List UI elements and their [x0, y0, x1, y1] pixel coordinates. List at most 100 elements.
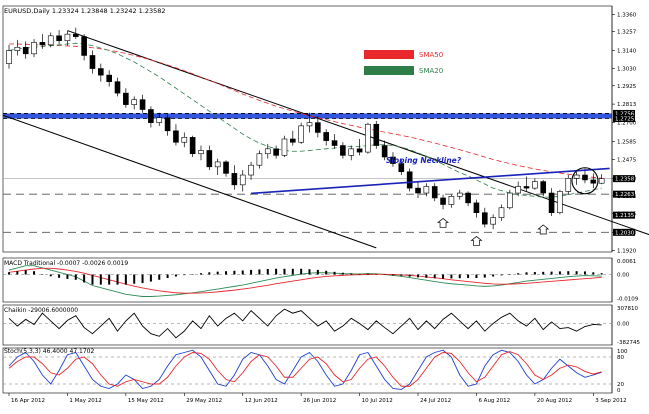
price-highlight-label-4: 1.2135 [615, 213, 635, 219]
macd-histogram-bar-64 [542, 271, 545, 275]
macd-histogram-bar-49 [417, 274, 420, 278]
macd-histogram-bar-45 [383, 274, 386, 275]
candle-body-16 [139, 99, 146, 110]
macd-histogram-bar-31 [266, 269, 269, 275]
candle-body-49 [415, 187, 421, 194]
candle-body-34 [290, 138, 296, 143]
price-tick-label-7: 1.2585 [617, 139, 637, 145]
candle-body-0 [6, 50, 12, 64]
series-1-signal [8, 267, 602, 294]
panel-tick-3-2: 20 [617, 382, 624, 388]
macd-histogram-bar-46 [391, 274, 394, 276]
candle-body-2 [22, 46, 29, 55]
pattern-arrow-0 [437, 217, 450, 228]
macd-histogram-bar-11 [99, 274, 102, 285]
sma50-legend-label: SMA50 [419, 51, 443, 59]
date-axis: 16 Apr 2012 1 May 2012 15 May 2012 29 May 2… [8, 393, 627, 404]
date-tick-label-9: 20 Aug 2012 [537, 398, 572, 404]
resistance-zone [3, 113, 612, 119]
sloping-neckline [251, 167, 610, 195]
macd-histogram-bar-55 [467, 274, 470, 279]
candle-body-47 [398, 163, 405, 173]
candle-body-32 [273, 148, 279, 156]
macd-histogram-bar-10 [91, 274, 94, 285]
macd-histogram-bar-48 [408, 274, 411, 277]
candle-body-68 [573, 174, 580, 179]
macd-histogram-bar-23 [199, 273, 202, 275]
sma20-legend-label: SMA20 [419, 67, 443, 75]
macd-histogram-bar-29 [250, 269, 253, 275]
macd-histogram-bar-71 [600, 273, 603, 275]
macd-histogram-bar-37 [316, 269, 319, 275]
candle-body-55 [465, 192, 471, 204]
macd-histogram-bar-57 [483, 274, 486, 278]
candle-body-3 [31, 42, 37, 55]
candle-body-63 [532, 181, 538, 189]
macd-histogram-bar-70 [592, 272, 595, 275]
candle-body-28 [239, 174, 246, 186]
macd-histogram-bar-40 [341, 272, 344, 275]
candle-body-12 [106, 74, 112, 82]
macd-histogram-bar-36 [308, 269, 311, 275]
macd-histogram-bar-13 [116, 274, 119, 285]
series-1-macd [8, 265, 602, 297]
candle-body-5 [47, 35, 54, 46]
candle-body-30 [256, 153, 263, 166]
panel-tick-3-1: 80 [617, 355, 624, 361]
macd-histogram-bar-12 [108, 274, 111, 285]
macd-histogram-bar-33 [283, 268, 286, 275]
macd-histogram-bar-62 [525, 272, 528, 275]
candle-body-36 [306, 122, 313, 127]
date-tick-label-4: 12 Jun 2012 [245, 398, 278, 404]
price-tick-label-6: 1.2700 [617, 121, 637, 127]
macd-histogram-bar-60 [508, 274, 511, 275]
price-tick-label-8: 1.2475 [617, 157, 637, 163]
candle-body-52 [440, 197, 446, 205]
price-tick-label-13: 1.1920 [617, 248, 637, 254]
macd-histogram-bar-47 [400, 274, 403, 276]
macd-histogram-bar-28 [241, 270, 244, 275]
candle-body-26 [223, 161, 229, 174]
macd-histogram-bar-7 [66, 274, 69, 279]
series-3-pctK [8, 349, 602, 390]
macd-histogram-bar-15 [133, 274, 136, 284]
macd-histogram-bar-21 [183, 274, 186, 276]
candle-body-59 [498, 207, 505, 218]
candle-body-70 [590, 179, 597, 184]
date-tick-label-1: 1 May 2012 [69, 398, 101, 404]
price-highlight-box-4 [613, 211, 635, 219]
price-highlight-box-1 [613, 115, 635, 123]
macd-histogram-bar-5 [49, 274, 52, 277]
candle-body-64 [540, 181, 547, 194]
macd-histogram-bar-3 [33, 271, 36, 275]
candle-body-31 [264, 148, 271, 155]
sma50-legend-swatch [364, 50, 414, 59]
macd-histogram-bar-54 [458, 274, 461, 279]
candle-body-35 [298, 125, 304, 143]
candle-body-43 [365, 123, 371, 153]
candle-body-14 [123, 92, 129, 105]
panel-tick-3-3: 0 [617, 388, 621, 394]
candle-body-53 [448, 196, 455, 205]
candle-body-45 [381, 145, 388, 158]
main-header: EURUSD,Daily 1.23324 1.23848 1.23242 1.2… [4, 7, 166, 15]
candle-body-15 [131, 99, 138, 105]
sma20-legend-swatch [364, 66, 414, 75]
panel-tick-1-1: 0.00 [617, 273, 630, 279]
price-highlight-label-5: 1.2030 [615, 230, 635, 236]
candle-body-13 [114, 81, 121, 94]
price-highlight-box-0 [613, 109, 635, 117]
macd-histogram-bar-69 [583, 271, 586, 275]
candle-body-22 [189, 137, 196, 155]
macd-histogram-bar-6 [58, 274, 61, 278]
candle-body-40 [340, 145, 346, 156]
candle-body-46 [390, 156, 396, 164]
date-tick-label-0: 16 Apr 2012 [11, 398, 45, 404]
candle-body-27 [231, 173, 238, 186]
series-2-chaikin [8, 308, 602, 339]
panel-tick-3-0: 100 [617, 349, 628, 355]
stoch-header: Stoch(5,3,3) 46.4000 47.1702 [4, 348, 95, 355]
price-tick-label-0: 1.3360 [617, 13, 637, 19]
candle-body-62 [523, 186, 530, 189]
